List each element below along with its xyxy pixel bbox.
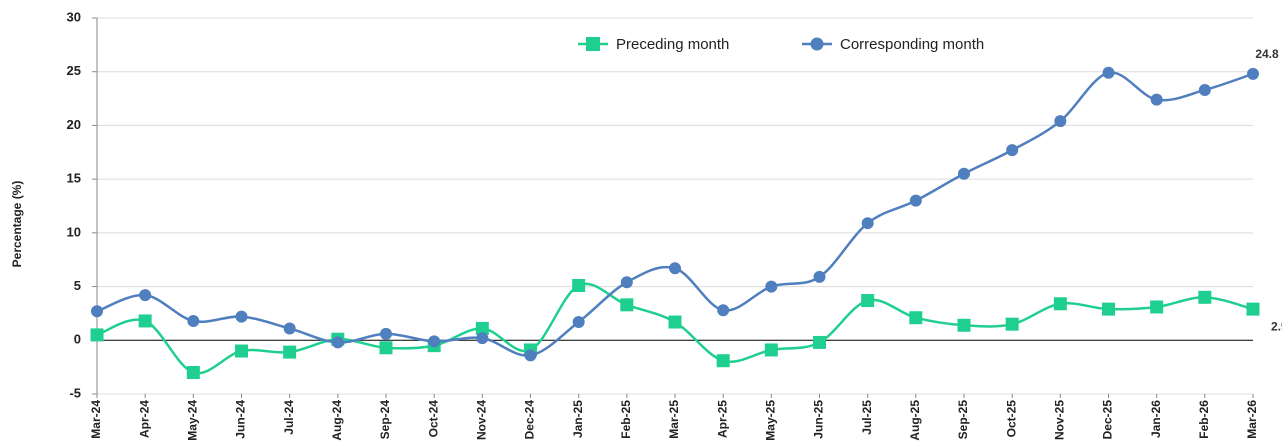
x-tick-label: Oct-24 (426, 400, 440, 438)
marker (1005, 317, 1019, 331)
x-tick-label: Feb-25 (619, 400, 633, 439)
marker (620, 298, 634, 312)
marker (91, 305, 103, 318)
marker (572, 278, 586, 292)
y-tick-label: 10 (67, 224, 81, 239)
y-tick-label: 25 (67, 63, 81, 78)
marker (957, 318, 971, 332)
y-axis-label: Percentage (%) (10, 181, 24, 268)
marker (235, 310, 248, 323)
marker (813, 335, 826, 349)
marker (764, 343, 778, 357)
series-line (96, 71, 1254, 357)
marker (909, 311, 923, 325)
marker (813, 270, 826, 283)
y-tick-label: 20 (67, 117, 81, 132)
marker (1150, 300, 1164, 314)
y-tick-label: 5 (74, 278, 81, 293)
marker (1006, 144, 1019, 157)
y-tick-label: 30 (67, 9, 81, 24)
legend-marker (810, 37, 824, 51)
x-tick-label: Dec-25 (1101, 400, 1115, 440)
marker (861, 294, 875, 308)
x-tick-label: Feb-26 (1197, 400, 1211, 439)
marker (765, 280, 778, 293)
legend-label: Preceding month (616, 36, 729, 53)
x-tick-label: Sep-25 (956, 400, 970, 440)
x-tick-label: Jun-24 (234, 400, 248, 439)
data-label: 24.8 (1255, 47, 1279, 61)
x-tick-label: Mar-24 (89, 400, 103, 439)
marker (1102, 302, 1115, 316)
marker (668, 315, 682, 329)
x-tick-label: May-24 (186, 400, 200, 441)
x-tick-label: Jun-25 (812, 400, 826, 439)
marker (1150, 93, 1163, 106)
marker (620, 276, 633, 289)
y-tick-label: 0 (74, 332, 81, 347)
x-tick-label: Jul-25 (860, 400, 874, 435)
x-tick-label: Aug-25 (908, 400, 922, 441)
series-line (96, 282, 1254, 375)
x-tick-label: Mar-26 (1245, 400, 1259, 439)
marker (572, 316, 585, 329)
marker (717, 304, 730, 317)
marker (187, 314, 200, 327)
marker (428, 335, 441, 348)
legend-marker (586, 37, 600, 51)
x-tick-label: Apr-25 (715, 400, 729, 438)
marker (283, 345, 297, 359)
marker (1198, 83, 1211, 96)
marker (283, 322, 296, 335)
marker (909, 194, 922, 207)
marker (380, 327, 392, 340)
marker (1053, 297, 1067, 311)
x-tick-label: Jan-26 (1149, 400, 1163, 438)
marker (1246, 302, 1260, 316)
marker (139, 289, 152, 302)
x-tick-label: Nov-25 (1053, 400, 1067, 440)
x-tick-label: Jul-24 (282, 400, 296, 435)
marker (235, 344, 248, 358)
legend-label: Corresponding month (840, 36, 984, 53)
marker (138, 314, 152, 328)
marker (716, 354, 730, 368)
x-tick-label: Aug-24 (330, 400, 344, 441)
marker (1247, 67, 1259, 80)
marker (1054, 115, 1067, 128)
data-label: 2.9 (1271, 319, 1282, 333)
x-tick-label: May-25 (764, 400, 778, 441)
x-tick-label: Apr-24 (137, 400, 151, 438)
x-tick-label: Dec-24 (523, 400, 537, 440)
marker (331, 336, 344, 349)
x-tick-label: Jan-25 (571, 400, 585, 438)
marker (669, 262, 681, 275)
y-tick-label: 15 (67, 171, 81, 186)
marker (861, 217, 874, 230)
marker (1198, 290, 1212, 304)
x-tick-label: Sep-24 (378, 400, 392, 440)
marker (90, 328, 104, 342)
marker (186, 366, 200, 380)
x-tick-label: Mar-25 (667, 400, 681, 439)
marker (1102, 66, 1115, 79)
y-tick-label: -5 (69, 385, 81, 400)
marker (958, 167, 970, 180)
marker (524, 349, 537, 362)
x-tick-label: Nov-24 (475, 400, 489, 440)
x-tick-label: Oct-25 (1004, 400, 1018, 438)
marker (379, 341, 393, 355)
marker (475, 321, 489, 335)
marker (476, 332, 489, 345)
